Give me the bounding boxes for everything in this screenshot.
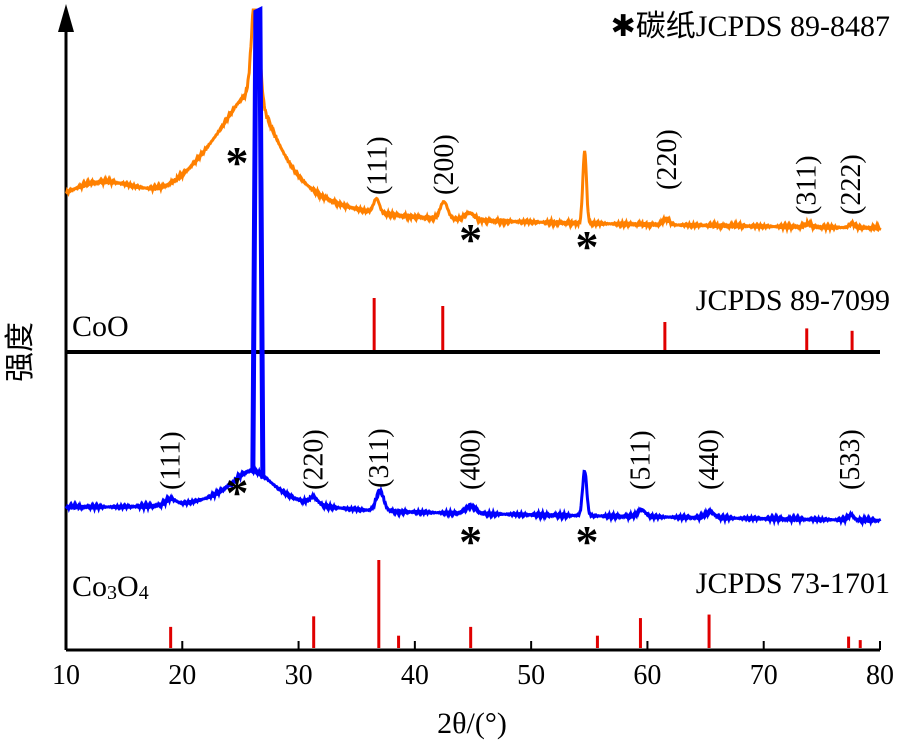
series-line-co3o4 xyxy=(64,465,882,528)
y-axis-arrow-icon xyxy=(58,4,74,32)
reflection-label-co3o4: (111) xyxy=(156,431,187,490)
reflection-label-co3o4: (533) xyxy=(835,429,866,490)
axes xyxy=(58,4,880,652)
reference-label-co3o4: JCPDS 73-1701 xyxy=(696,567,890,600)
reflection-label-co3o4: (440) xyxy=(694,429,725,490)
carbon-paper-marker-icon: * xyxy=(575,221,598,272)
y-axis-title: 强度 xyxy=(4,322,37,382)
legend-carbon-paper: ✱碳纸JCPDS 89-8487 xyxy=(611,10,890,43)
reflection-label-coo: (222) xyxy=(836,154,867,215)
carbon-paper-marker-icon: * xyxy=(225,467,248,518)
carbon-paper-marker-icon: * xyxy=(459,214,482,265)
carbon-paper-marker-icon: * xyxy=(225,137,248,188)
carbon-paper-marker-icon: * xyxy=(459,516,482,567)
x-tick-label: 60 xyxy=(633,660,661,691)
x-tick-label: 70 xyxy=(750,660,778,691)
panels: (111) (200) (220) (311) (222) (111) (220) (311)… xyxy=(64,5,882,648)
x-tick-label: 20 xyxy=(168,660,196,691)
reflection-label-co3o4: (220) xyxy=(299,429,330,490)
x-tick-label: 40 xyxy=(401,660,429,691)
reflection-label-coo: (111) xyxy=(363,136,394,195)
x-tick-label: 10 xyxy=(52,660,80,691)
panel-label-coo: CoO xyxy=(72,310,129,343)
x-axis-title: 2θ/(°) xyxy=(437,707,507,740)
reflection-label-co3o4: (400) xyxy=(456,429,487,490)
panel-label-co3o4: Co3O4 xyxy=(72,570,149,604)
x-tick-label: 30 xyxy=(285,660,313,691)
reference-label-coo: JCPDS 89-7099 xyxy=(696,284,890,317)
x-tick-label: 80 xyxy=(866,660,894,691)
series-line-coo xyxy=(64,8,882,235)
reflection-label-coo: (200) xyxy=(429,134,460,195)
x-tick-label: 50 xyxy=(517,660,545,691)
reflection-label-coo: (220) xyxy=(652,129,683,190)
reflection-label-co3o4: (511) xyxy=(625,430,656,490)
reflection-label-coo: (311) xyxy=(792,155,823,215)
x-ticks: 10 20 30 40 50 60 70 80 xyxy=(52,641,894,691)
reflection-label-co3o4: (311) xyxy=(364,428,395,488)
carbon-paper-main-peak xyxy=(250,5,266,479)
carbon-paper-marker-icon: * xyxy=(575,516,598,567)
